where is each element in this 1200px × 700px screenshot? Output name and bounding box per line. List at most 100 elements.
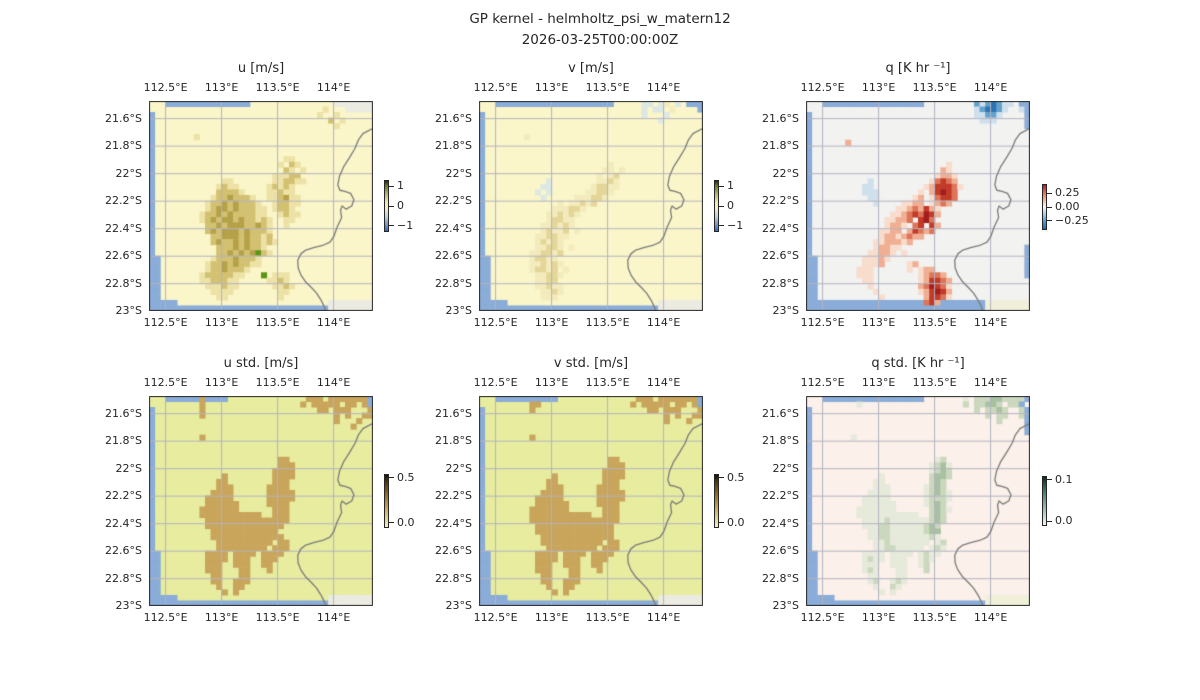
x-tick-label-top-u_std: 113.5°E (255, 376, 300, 389)
x-tick-label-top-q: 112.5°E (800, 81, 845, 94)
y-tick-label-q: 21.8°S (762, 139, 799, 153)
x-tick-label-bottom-q: 112.5°E (800, 316, 845, 329)
x-tick-label-top-u: 113°E (204, 81, 239, 94)
heatmap-v_std (479, 396, 703, 606)
y-tick-label-q: 21.6°S (762, 111, 799, 125)
x-tick-label-bottom-q_std: 114°E (973, 611, 1008, 624)
y-tick-label-u: 22.8°S (105, 276, 142, 290)
colorbar-tick-label-v: −1 (727, 218, 744, 232)
x-tick-label-bottom-q_std: 113°E (861, 611, 896, 624)
colorbar-tick-v (719, 185, 724, 187)
subplot-title-v_std: v std. [m/s] (553, 356, 629, 371)
colorbar-gradient-q_std (1042, 476, 1047, 526)
y-tick-label-v: 22.6°S (435, 249, 472, 263)
colorbar-tick-label-u: 0 (397, 199, 404, 212)
colorbar-gradient-v_std (714, 474, 719, 528)
y-tick-label-v: 23°S (445, 304, 472, 317)
y-tick-label-v_std: 22.8°S (435, 571, 472, 585)
heatmap-u (149, 101, 373, 311)
x-tick-label-top-q: 113.5°E (912, 81, 957, 94)
y-tick-label-u: 22.6°S (105, 249, 142, 263)
y-tick-label-q: 23°S (772, 304, 799, 317)
y-tick-label-v: 21.6°S (435, 111, 472, 125)
x-tick-label-top-q_std: 113.5°E (912, 376, 957, 389)
x-tick-label-top-v_std: 114°E (646, 376, 681, 389)
y-tick-label-u: 22.4°S (105, 221, 142, 235)
y-tick-label-v_std: 21.6°S (435, 406, 472, 420)
y-tick-label-v: 22.8°S (435, 276, 472, 290)
x-tick-label-bottom-u: 114°E (316, 316, 351, 329)
subplot-title-v: v [m/s] (568, 61, 614, 76)
heatmap-q (806, 101, 1030, 311)
x-tick-label-bottom-q: 114°E (973, 316, 1008, 329)
colorbar-tick-q (1047, 192, 1052, 194)
colorbar-tick-v (719, 225, 724, 227)
colorbar-v: 1 0 −1 (714, 179, 774, 232)
x-tick-label-bottom-q_std: 113.5°E (912, 611, 957, 624)
y-tick-label-q_std: 22.2°S (762, 489, 799, 503)
x-tick-label-bottom-v_std: 113.5°E (585, 611, 630, 624)
x-tick-label-bottom-u: 113.5°E (255, 316, 300, 329)
colorbar-gradient-u (384, 180, 389, 232)
y-tick-label-u: 22.2°S (105, 194, 142, 208)
colorbar-tick-label-q: 0.25 (1055, 186, 1080, 200)
x-tick-label-bottom-q_std: 112.5°E (800, 611, 845, 624)
subplot-title-u: u [m/s] (237, 61, 285, 76)
y-tick-label-u_std: 22.8°S (105, 571, 142, 585)
colorbar-tick-label-u_std: 0.0 (397, 515, 415, 529)
colorbar-u_std: 0.5 0.0 (384, 470, 444, 529)
x-tick-label-top-v_std: 112.5°E (473, 376, 518, 389)
x-tick-label-top-u_std: 114°E (316, 376, 351, 389)
y-tick-label-q_std: 22°S (772, 461, 799, 475)
colorbar-tick-label-q_std: 0.1 (1055, 472, 1073, 486)
x-tick-label-bottom-u: 112.5°E (143, 316, 188, 329)
x-tick-label-top-q_std: 114°E (973, 376, 1008, 389)
colorbar-tick-q_std (1047, 520, 1052, 522)
x-tick-label-bottom-u_std: 113.5°E (255, 611, 300, 624)
x-tick-label-top-v_std: 113°E (534, 376, 569, 389)
x-tick-label-top-u: 112.5°E (143, 81, 188, 94)
y-tick-label-v_std: 23°S (445, 599, 472, 612)
x-tick-label-bottom-u_std: 112.5°E (143, 611, 188, 624)
y-tick-label-u: 21.8°S (105, 139, 142, 153)
x-tick-label-top-v: 113.5°E (585, 81, 630, 94)
y-tick-label-v_std: 22.2°S (435, 489, 472, 503)
colorbar-tick-v (719, 205, 724, 207)
y-tick-label-u_std: 22.6°S (105, 544, 142, 558)
colorbar-tick-label-q: −0.25 (1055, 213, 1089, 227)
y-tick-label-q_std: 23°S (772, 599, 799, 612)
heatmap-q_std (806, 396, 1030, 606)
x-tick-label-bottom-v: 114°E (646, 316, 681, 329)
colorbar-gradient-v (714, 180, 719, 232)
x-tick-label-top-q: 113°E (861, 81, 896, 94)
x-tick-label-top-u: 113.5°E (255, 81, 300, 94)
y-tick-label-v: 22°S (445, 166, 472, 180)
colorbar-tick-label-u: −1 (397, 218, 414, 232)
colorbar-tick-u_std (389, 477, 394, 479)
y-tick-label-u_std: 23°S (115, 599, 142, 612)
colorbar-q_std: 0.1 0.0 (1042, 472, 1102, 527)
x-tick-label-top-u_std: 113°E (204, 376, 239, 389)
x-tick-label-top-q_std: 112.5°E (800, 376, 845, 389)
y-tick-label-q: 22.4°S (762, 221, 799, 235)
colorbar-tick-u (389, 185, 394, 187)
x-tick-label-top-v: 114°E (646, 81, 681, 94)
y-tick-label-v_std: 21.8°S (435, 434, 472, 448)
figure-timestamp: 2026-03-25T00:00:00Z (521, 32, 679, 48)
figure-title: GP kernel - helmholtz_psi_w_matern12 (469, 11, 731, 27)
y-tick-label-u: 23°S (115, 304, 142, 317)
y-tick-label-q: 22.2°S (762, 194, 799, 208)
y-tick-label-q_std: 21.6°S (762, 406, 799, 420)
colorbar-tick-label-u_std: 0.5 (397, 470, 415, 484)
y-tick-label-u_std: 22.4°S (105, 516, 142, 530)
x-tick-label-bottom-v_std: 114°E (646, 611, 681, 624)
y-tick-label-v: 22.4°S (435, 221, 472, 235)
x-tick-label-bottom-v: 113.5°E (585, 316, 630, 329)
x-tick-label-top-v: 113°E (534, 81, 569, 94)
x-tick-label-bottom-u: 113°E (204, 316, 239, 329)
colorbar-tick-u (389, 205, 394, 207)
y-tick-label-u_std: 22°S (115, 461, 142, 475)
colorbar-tick-label-q: 0.00 (1055, 200, 1080, 213)
x-tick-label-bottom-u_std: 113°E (204, 611, 239, 624)
colorbar-tick-q_std (1047, 479, 1052, 480)
